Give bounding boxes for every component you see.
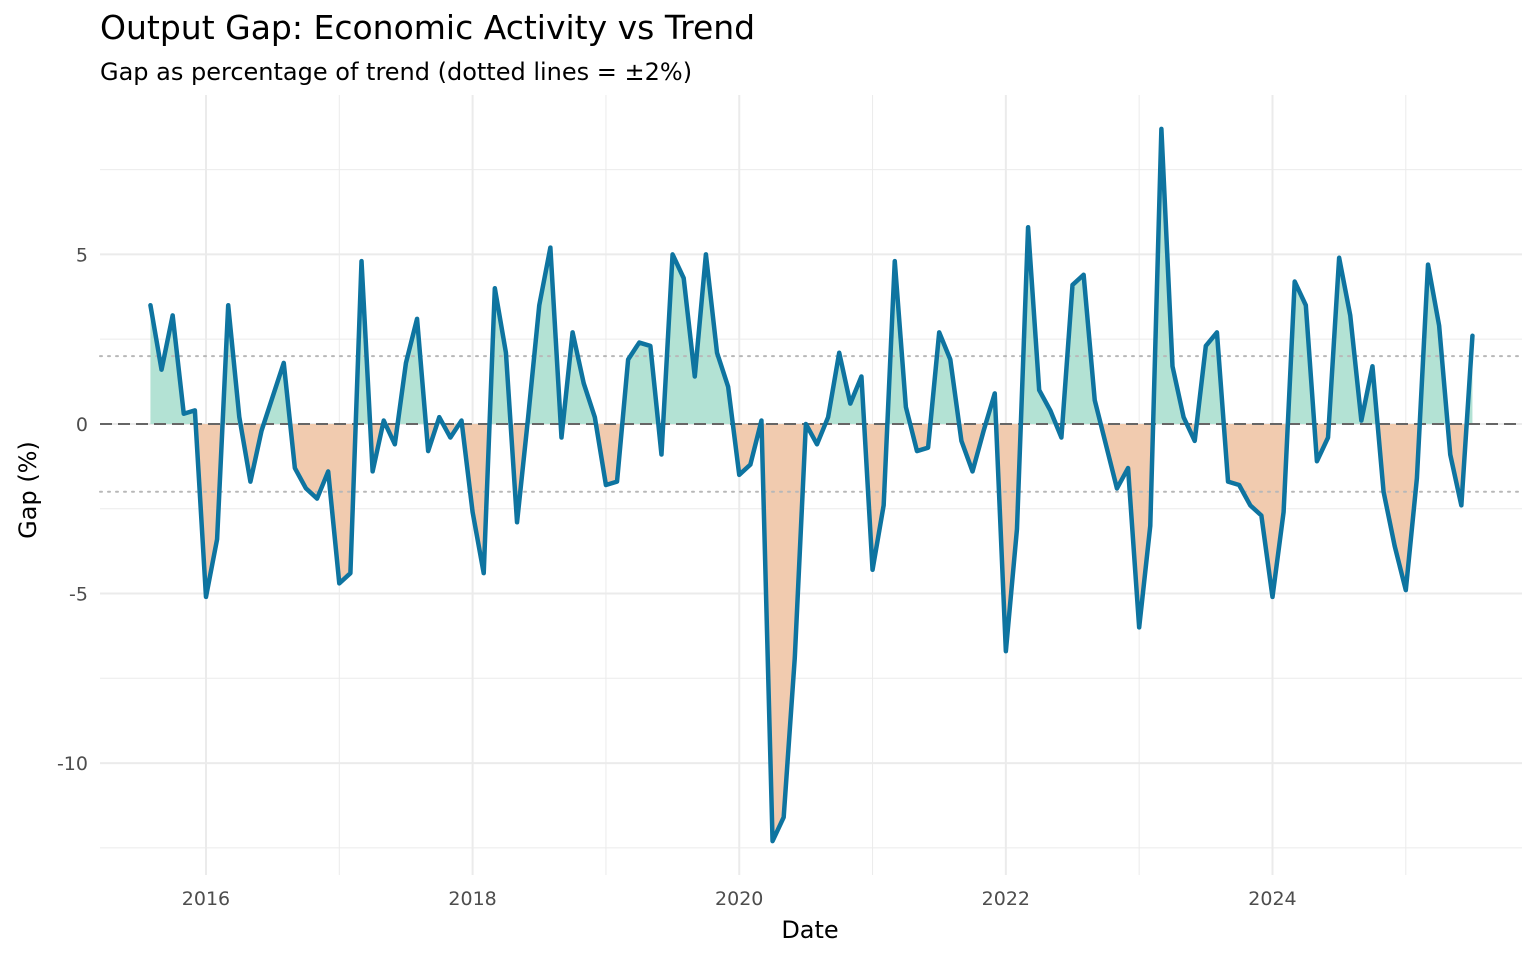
- y-tick-label: -5: [69, 584, 88, 606]
- x-tick-label: 2016: [182, 888, 230, 910]
- negative-gap-area: [864, 423, 888, 570]
- output-gap-line: [148, 126, 1475, 844]
- chart-subtitle: Gap as percentage of trend (dotted lines…: [100, 58, 693, 86]
- negative-gap-area: [761, 423, 826, 842]
- positive-gap-area: [150, 305, 196, 424]
- positive-gap-area: [622, 342, 659, 424]
- x-axis-title: Date: [781, 916, 838, 944]
- y-tick-label: 0: [76, 414, 88, 436]
- chart-title: Output Gap: Economic Activity vs Trend: [100, 8, 756, 47]
- positive-gap-area: [663, 254, 733, 424]
- negative-gap-area: [1223, 423, 1288, 597]
- y-tick-label: 5: [76, 244, 88, 266]
- tick-labels: 2016 2018 2020 2022 2024 -10 -5 0 5: [57, 244, 1297, 910]
- positive-gap-area: [1328, 257, 1378, 424]
- negative-gap-area: [959, 423, 986, 472]
- negative-gap-area: [195, 423, 223, 597]
- x-tick-label: 2022: [982, 888, 1030, 910]
- x-tick-label: 2020: [715, 888, 763, 910]
- negative-gap-area: [910, 423, 931, 452]
- y-axis-title: Gap (%): [14, 441, 42, 539]
- negative-gap-area: [461, 423, 490, 574]
- line-layer: [148, 126, 1475, 844]
- negative-gap-area: [996, 423, 1021, 652]
- fill-layer: [150, 128, 1473, 842]
- negative-gap-area: [595, 423, 623, 485]
- negative-gap-area: [290, 423, 356, 584]
- y-tick-label: -10: [57, 753, 88, 775]
- x-tick-label: 2024: [1248, 888, 1296, 910]
- x-tick-label: 2018: [448, 888, 496, 910]
